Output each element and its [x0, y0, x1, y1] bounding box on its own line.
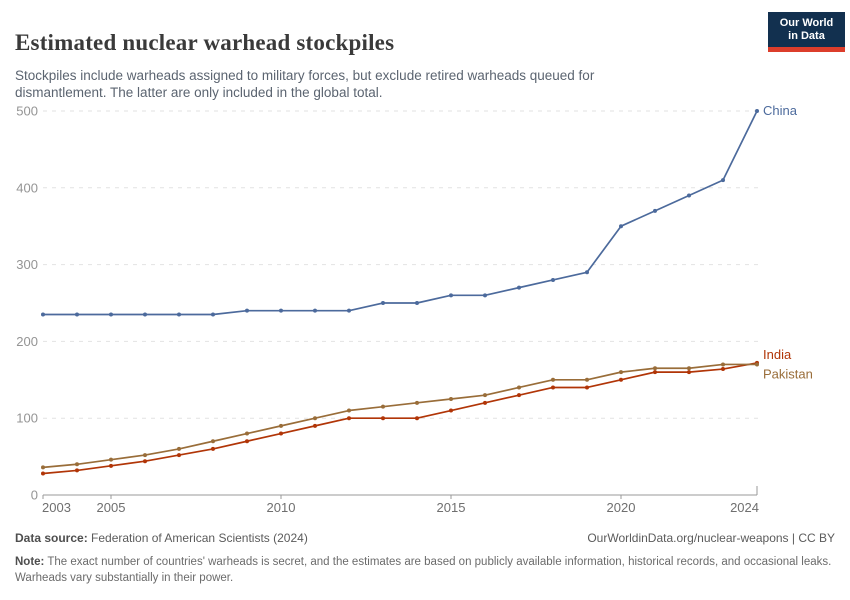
data-point-india-2012 — [347, 416, 351, 421]
data-point-india-2006 — [143, 459, 147, 464]
data-point-pakistan-2004 — [75, 462, 79, 467]
x-tick-label-2015: 2015 — [437, 500, 466, 515]
data-point-pakistan-2019 — [585, 377, 589, 382]
data-point-india-2007 — [177, 453, 181, 458]
data-point-pakistan-2022 — [687, 366, 691, 371]
x-tick-label-2005: 2005 — [97, 500, 126, 515]
x-tick-label-2020: 2020 — [607, 500, 636, 515]
y-tick-label-500: 500 — [16, 104, 38, 119]
data-point-india-2014 — [415, 416, 419, 421]
data-point-china-2017 — [517, 285, 521, 290]
data-point-china-2019 — [585, 270, 589, 275]
y-tick-label-100: 100 — [16, 411, 38, 426]
data-point-china-2010 — [279, 308, 283, 313]
data-point-china-2013 — [381, 301, 385, 305]
data-point-india-2015 — [449, 408, 453, 413]
data-point-india-2019 — [585, 385, 589, 390]
data-point-pakistan-2015 — [449, 397, 453, 401]
data-point-pakistan-2020 — [619, 370, 623, 375]
data-point-pakistan-2012 — [347, 408, 351, 413]
data-point-china-2023 — [721, 178, 725, 183]
x-tick-label-2010: 2010 — [267, 500, 296, 515]
data-point-pakistan-2018 — [551, 377, 555, 382]
data-point-pakistan-2014 — [415, 400, 419, 405]
data-point-china-2009 — [245, 308, 249, 313]
data-point-pakistan-2007 — [177, 446, 181, 451]
note-label: Note: — [15, 556, 45, 568]
data-point-india-2005 — [109, 463, 113, 468]
data-point-pakistan-2013 — [381, 404, 385, 409]
x-tick-label-2024: 2024 — [730, 500, 759, 515]
chart-subtitle: Stockpiles include warheads assigned to … — [15, 67, 595, 101]
series-label-pakistan: Pakistan — [763, 366, 813, 381]
note-text: The exact number of countries' warheads … — [15, 556, 832, 585]
data-point-india-2004 — [75, 468, 79, 473]
data-point-india-2018 — [551, 385, 555, 390]
data-point-pakistan-2010 — [279, 423, 283, 428]
page-title: Estimated nuclear warhead stockpiles — [15, 30, 395, 56]
data-point-pakistan-2016 — [483, 393, 487, 398]
data-point-pakistan-2006 — [143, 453, 147, 458]
data-point-india-2021 — [653, 370, 657, 375]
series-line-india — [42, 362, 758, 475]
data-point-india-2016 — [483, 400, 487, 405]
data-point-china-2006 — [143, 312, 147, 317]
data-point-india-2008 — [211, 446, 215, 451]
data-point-pakistan-2009 — [245, 431, 249, 436]
data-point-india-2003 — [41, 471, 45, 476]
data-point-pakistan-2024 — [755, 362, 759, 367]
data-point-china-2021 — [653, 208, 657, 213]
data-source-text: Federation of American Scientists (2024) — [87, 531, 308, 545]
data-point-china-2014 — [415, 301, 419, 305]
data-point-india-2020 — [619, 377, 623, 382]
y-tick-label-400: 400 — [16, 180, 38, 195]
data-point-china-2018 — [551, 277, 555, 282]
data-point-china-2005 — [109, 312, 113, 317]
data-source-label: Data source: — [15, 531, 88, 545]
data-point-china-2020 — [619, 224, 623, 229]
data-point-india-2009 — [245, 439, 249, 444]
data-point-india-2022 — [687, 370, 691, 375]
data-point-pakistan-2011 — [313, 416, 317, 421]
data-point-pakistan-2003 — [41, 465, 45, 470]
data-point-china-2004 — [75, 312, 79, 317]
data-point-china-2015 — [449, 293, 453, 298]
y-tick-label-0: 0 — [31, 488, 38, 503]
chart-footer: Data source: Federation of American Scie… — [15, 531, 835, 586]
data-point-india-2013 — [381, 416, 385, 421]
owid-logo[interactable]: Our World in Data — [768, 12, 845, 52]
owid-url-link[interactable]: OurWorldinData.org/nuclear-weapons | CC … — [587, 531, 835, 545]
data-point-china-2012 — [347, 308, 351, 313]
data-point-india-2023 — [721, 367, 725, 372]
chart-note: Note: The exact number of countries' war… — [15, 554, 835, 586]
data-point-pakistan-2008 — [211, 439, 215, 444]
owid-logo-line2: in Data — [788, 30, 825, 42]
data-point-china-2007 — [177, 312, 181, 317]
line-chart: 0 100 200 300 400 500 2003 2005 2010 2015 2020 2024… — [16, 103, 813, 515]
data-point-china-2024 — [755, 109, 759, 113]
y-tick-label-200: 200 — [16, 334, 38, 349]
data-point-india-2010 — [279, 431, 283, 436]
x-tick-label-2003: 2003 — [42, 500, 71, 515]
data-point-china-2008 — [211, 312, 215, 317]
y-tick-label-300: 300 — [16, 257, 38, 272]
data-source: Data source: Federation of American Scie… — [15, 531, 308, 545]
data-point-pakistan-2017 — [517, 385, 521, 390]
series-line-china — [42, 110, 758, 316]
data-point-pakistan-2005 — [109, 457, 113, 462]
source-row: Data source: Federation of American Scie… — [15, 531, 835, 545]
data-point-india-2011 — [313, 423, 317, 428]
series-line-pakistan — [42, 363, 758, 469]
data-point-pakistan-2023 — [721, 362, 725, 367]
data-point-china-2011 — [313, 308, 317, 313]
data-point-india-2017 — [517, 393, 521, 398]
owid-logo-line1: Our World — [779, 17, 834, 29]
series-label-china: China — [763, 103, 798, 118]
series-label-india: India — [763, 347, 792, 362]
data-point-china-2022 — [687, 193, 691, 198]
data-point-china-2016 — [483, 293, 487, 298]
data-point-pakistan-2021 — [653, 366, 657, 371]
data-point-china-2003 — [41, 312, 45, 317]
